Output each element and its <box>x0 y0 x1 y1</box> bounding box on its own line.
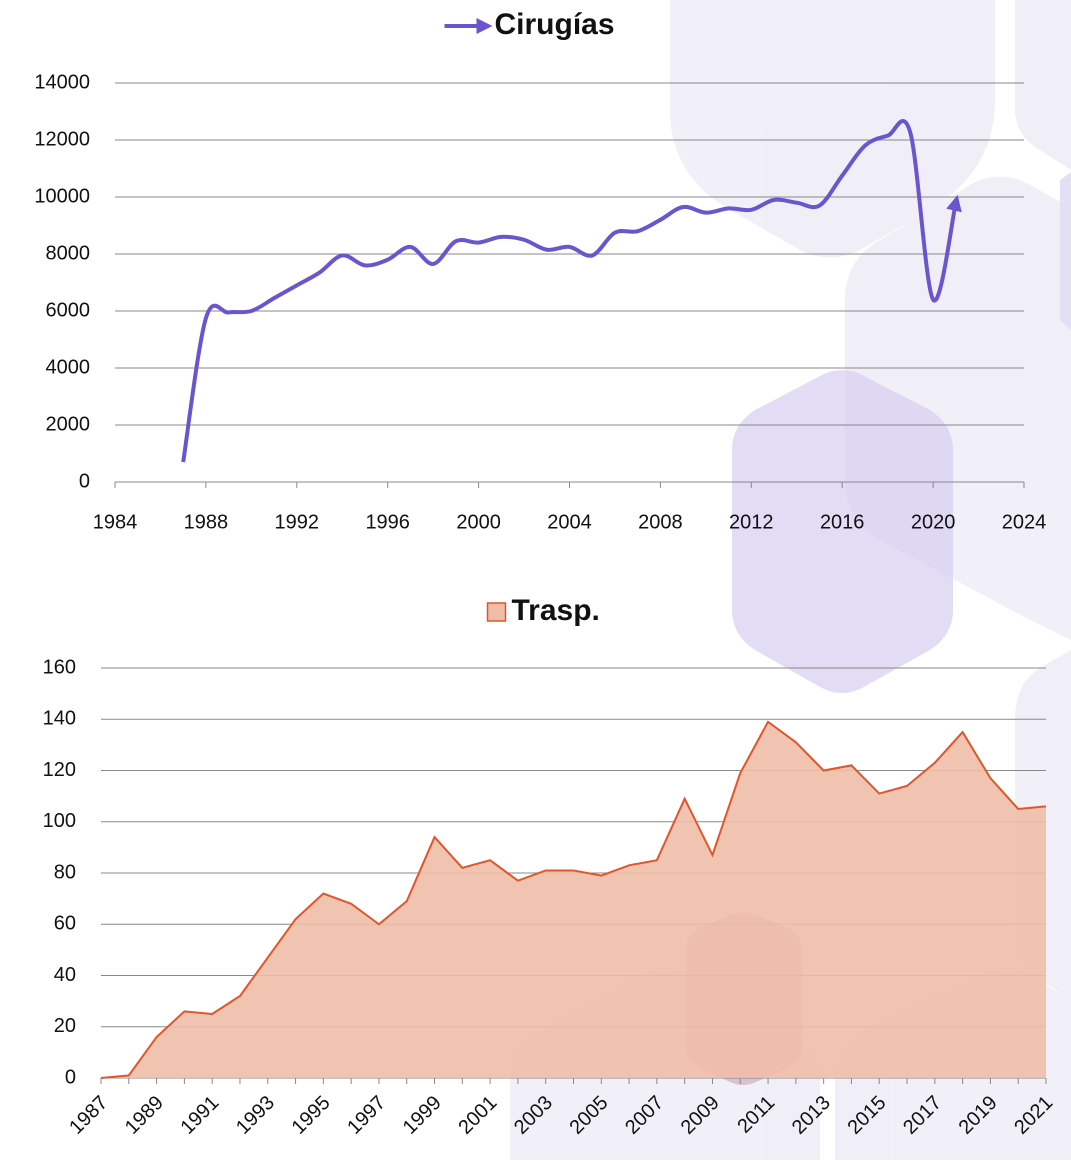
x-tick-label: 1992 <box>275 511 320 533</box>
x-tick-label: 1989 <box>121 1092 168 1139</box>
x-tick-label: 2012 <box>729 511 774 533</box>
area-series <box>101 722 1046 1078</box>
x-tick-label: 1997 <box>343 1092 390 1139</box>
legend-symbol <box>488 603 506 621</box>
page: 0 2000 4000 6000 8000 10000 12000 14000 1984 1988… <box>0 0 1071 1160</box>
x-tick-label: 1995 <box>288 1092 335 1139</box>
y-tick-label: 140 <box>43 708 76 730</box>
x-tick-label: 1999 <box>399 1092 446 1139</box>
legend-label: Trasp. <box>512 594 600 627</box>
x-tick-label: 1996 <box>365 511 410 533</box>
x-tick-label: 2020 <box>911 511 956 533</box>
y-tick-label: 0 <box>65 1066 76 1088</box>
x-tick-label: 2016 <box>820 511 865 533</box>
x-tick-label: 2008 <box>638 511 683 533</box>
x-tick-label: 2004 <box>547 511 592 533</box>
y-tick-label: 12000 <box>34 128 90 150</box>
x-tick-label: 1988 <box>184 511 229 533</box>
y-tick-label: 6000 <box>46 299 91 321</box>
y-tick-label: 20 <box>54 1015 76 1037</box>
y-tick-label: 80 <box>54 861 76 883</box>
y-tick-label: 60 <box>54 913 76 935</box>
x-tick-label: 2024 <box>1002 511 1047 533</box>
y-tick-label: 40 <box>54 964 76 986</box>
y-tick-label: 14000 <box>34 71 90 93</box>
x-tick-label: 2000 <box>456 511 501 533</box>
x-tick-label: 1991 <box>176 1092 223 1139</box>
x-tick-label: 1987 <box>65 1092 112 1139</box>
y-tick-label: 10000 <box>34 185 90 207</box>
y-tick-label: 4000 <box>46 356 91 378</box>
y-tick-label: 2000 <box>46 413 91 435</box>
legend-label: Cirugías <box>495 8 615 41</box>
x-tick-label: 1984 <box>93 511 138 533</box>
y-tick-label: 8000 <box>46 242 91 264</box>
y-tick-label: 0 <box>79 470 90 492</box>
x-tick-label: 1993 <box>232 1092 279 1139</box>
y-tick-label: 100 <box>43 810 76 832</box>
y-tick-label: 160 <box>43 656 76 678</box>
x-tick-label: 2001 <box>454 1092 501 1139</box>
y-tick-label: 120 <box>43 759 76 781</box>
